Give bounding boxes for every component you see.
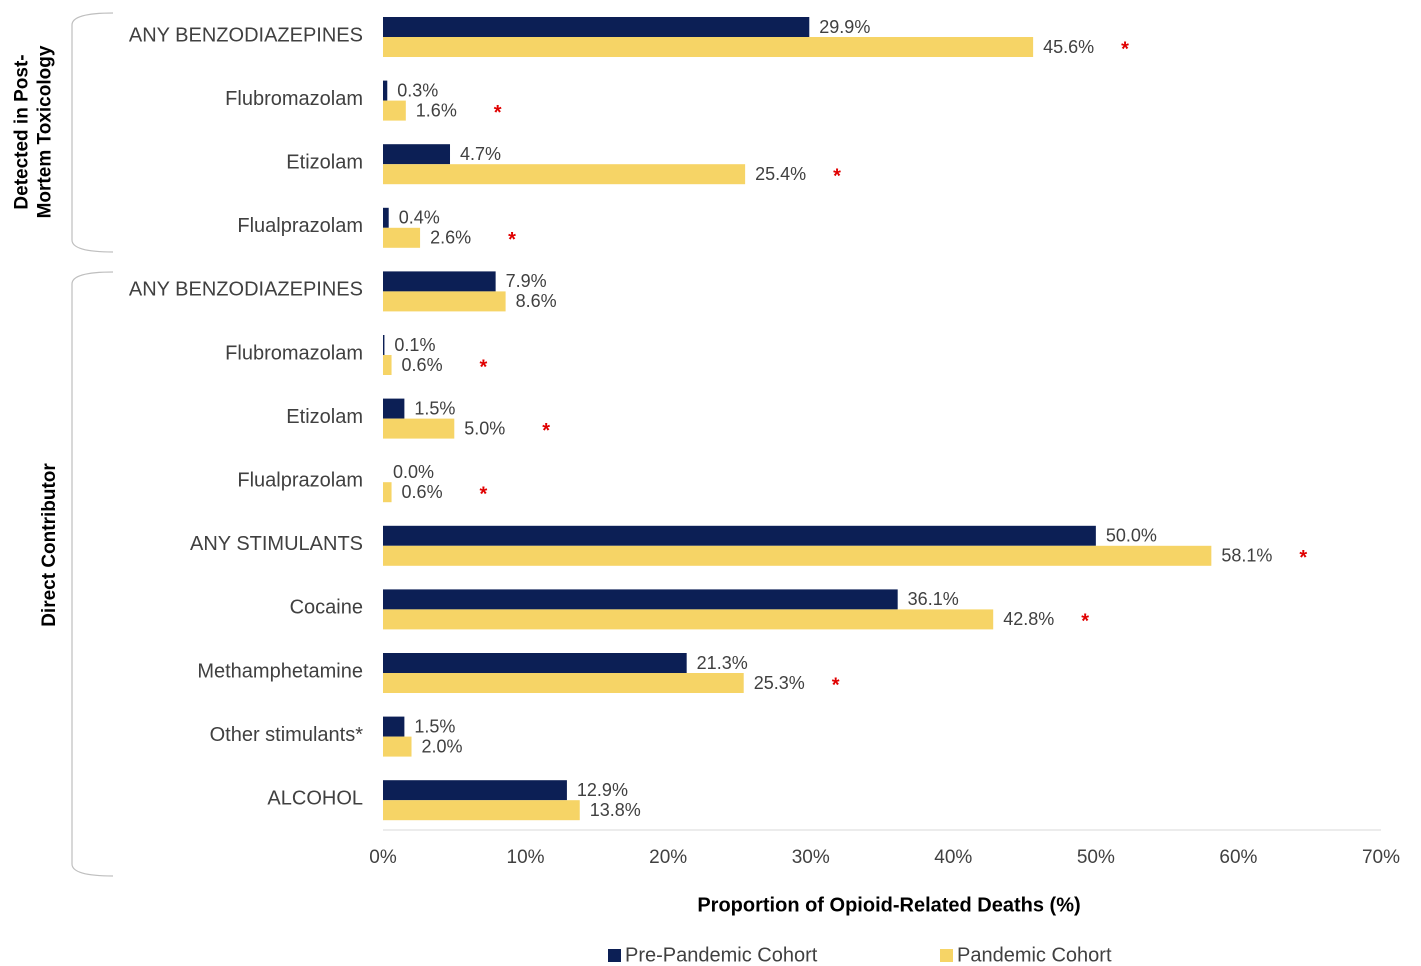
significance-marker: * [1299, 547, 1307, 569]
value-label: 1.6% [416, 100, 457, 120]
significance-marker: * [1081, 611, 1089, 633]
value-label: 25.4% [755, 164, 806, 184]
value-label: 0.6% [402, 355, 443, 375]
value-label: 1.5% [414, 716, 455, 736]
category-label: ALCOHOL [267, 787, 363, 809]
group-label: Direct Contributor [39, 463, 60, 627]
group-label: Detected in Post- [12, 54, 33, 209]
significance-marker: * [1121, 38, 1129, 60]
group-bracket [71, 271, 114, 877]
value-label: 4.7% [460, 144, 501, 164]
bar [383, 80, 388, 101]
bar [383, 271, 496, 292]
bar [383, 525, 1096, 546]
value-label: 7.9% [506, 271, 547, 291]
bar [383, 589, 898, 610]
category-label: Flubromazolam [225, 88, 363, 110]
value-label: 50.0% [1106, 526, 1157, 546]
bar [383, 100, 406, 121]
x-tick-label: 40% [934, 847, 972, 868]
value-label: 13.8% [590, 800, 641, 820]
significance-marker: * [542, 420, 550, 442]
x-axis-title: Proportion of Opioid-Related Deaths (%) [697, 894, 1080, 916]
category-label: ANY BENZODIAZEPINES [129, 279, 363, 301]
value-label: 36.1% [908, 589, 959, 609]
bar [383, 335, 385, 355]
value-label: 29.9% [819, 17, 870, 37]
legend-label: Pandemic Cohort [957, 944, 1112, 966]
x-tick-label: 10% [507, 847, 545, 868]
category-label: Etizolam [286, 406, 363, 428]
category-label: Etizolam [286, 151, 363, 173]
value-label: 8.6% [516, 291, 557, 311]
category-label: ANY BENZODIAZEPINES [129, 24, 363, 46]
category-label: Methamphetamine [197, 660, 363, 682]
x-tick-label: 20% [649, 847, 687, 868]
value-label: 0.6% [402, 482, 443, 502]
value-label: 45.6% [1043, 37, 1094, 57]
value-label: 0.0% [393, 462, 434, 482]
category-label: Cocaine [290, 597, 363, 619]
bar [383, 653, 687, 673]
significance-marker: * [480, 356, 488, 378]
significance-marker: * [508, 229, 516, 251]
category-label: Flualprazolam [237, 469, 363, 491]
value-label: 2.0% [422, 736, 463, 756]
bar [383, 37, 1034, 57]
value-label: 0.3% [397, 80, 438, 100]
category-label: ANY STIMULANTS [190, 533, 363, 555]
bar [383, 716, 405, 737]
significance-marker: * [494, 102, 502, 124]
bar [383, 355, 392, 375]
bar [383, 17, 810, 37]
bar [383, 800, 580, 821]
value-label: 21.3% [697, 653, 748, 673]
value-label: 25.3% [754, 673, 805, 693]
value-label: 2.6% [430, 228, 471, 248]
x-tick-label: 70% [1362, 847, 1400, 868]
value-label: 0.1% [394, 335, 435, 355]
bar [383, 780, 567, 801]
bar [383, 291, 506, 312]
category-label: Flubromazolam [225, 342, 363, 364]
value-label: 1.5% [414, 398, 455, 418]
bar [383, 418, 455, 439]
bar [383, 398, 405, 419]
bar [383, 609, 994, 630]
significance-marker: * [832, 674, 840, 696]
category-label: Other stimulants* [210, 724, 364, 746]
bar [383, 673, 744, 693]
value-label: 42.8% [1003, 609, 1054, 629]
significance-marker: * [833, 165, 841, 187]
value-label: 58.1% [1221, 546, 1272, 566]
x-tick-label: 30% [792, 847, 830, 868]
bar [383, 227, 421, 248]
value-label: 5.0% [464, 418, 505, 438]
significance-marker: * [480, 483, 488, 505]
x-tick-label: 60% [1219, 847, 1257, 868]
bar [383, 545, 1212, 566]
value-label: 12.9% [577, 780, 628, 800]
bar [383, 207, 389, 228]
category-label: Flualprazolam [237, 215, 363, 237]
x-tick-label: 0% [369, 847, 397, 868]
bar [383, 482, 392, 503]
bar [383, 144, 451, 165]
bar [383, 736, 412, 757]
group-label: Mortem Toxicology [35, 45, 56, 218]
x-tick-label: 50% [1077, 847, 1115, 868]
value-label: 0.4% [399, 208, 440, 228]
bar [383, 164, 746, 185]
group-bracket [71, 12, 114, 253]
legend-label: Pre-Pandemic Cohort [625, 944, 818, 966]
legend-swatch [940, 949, 953, 962]
legend-swatch [608, 949, 621, 962]
